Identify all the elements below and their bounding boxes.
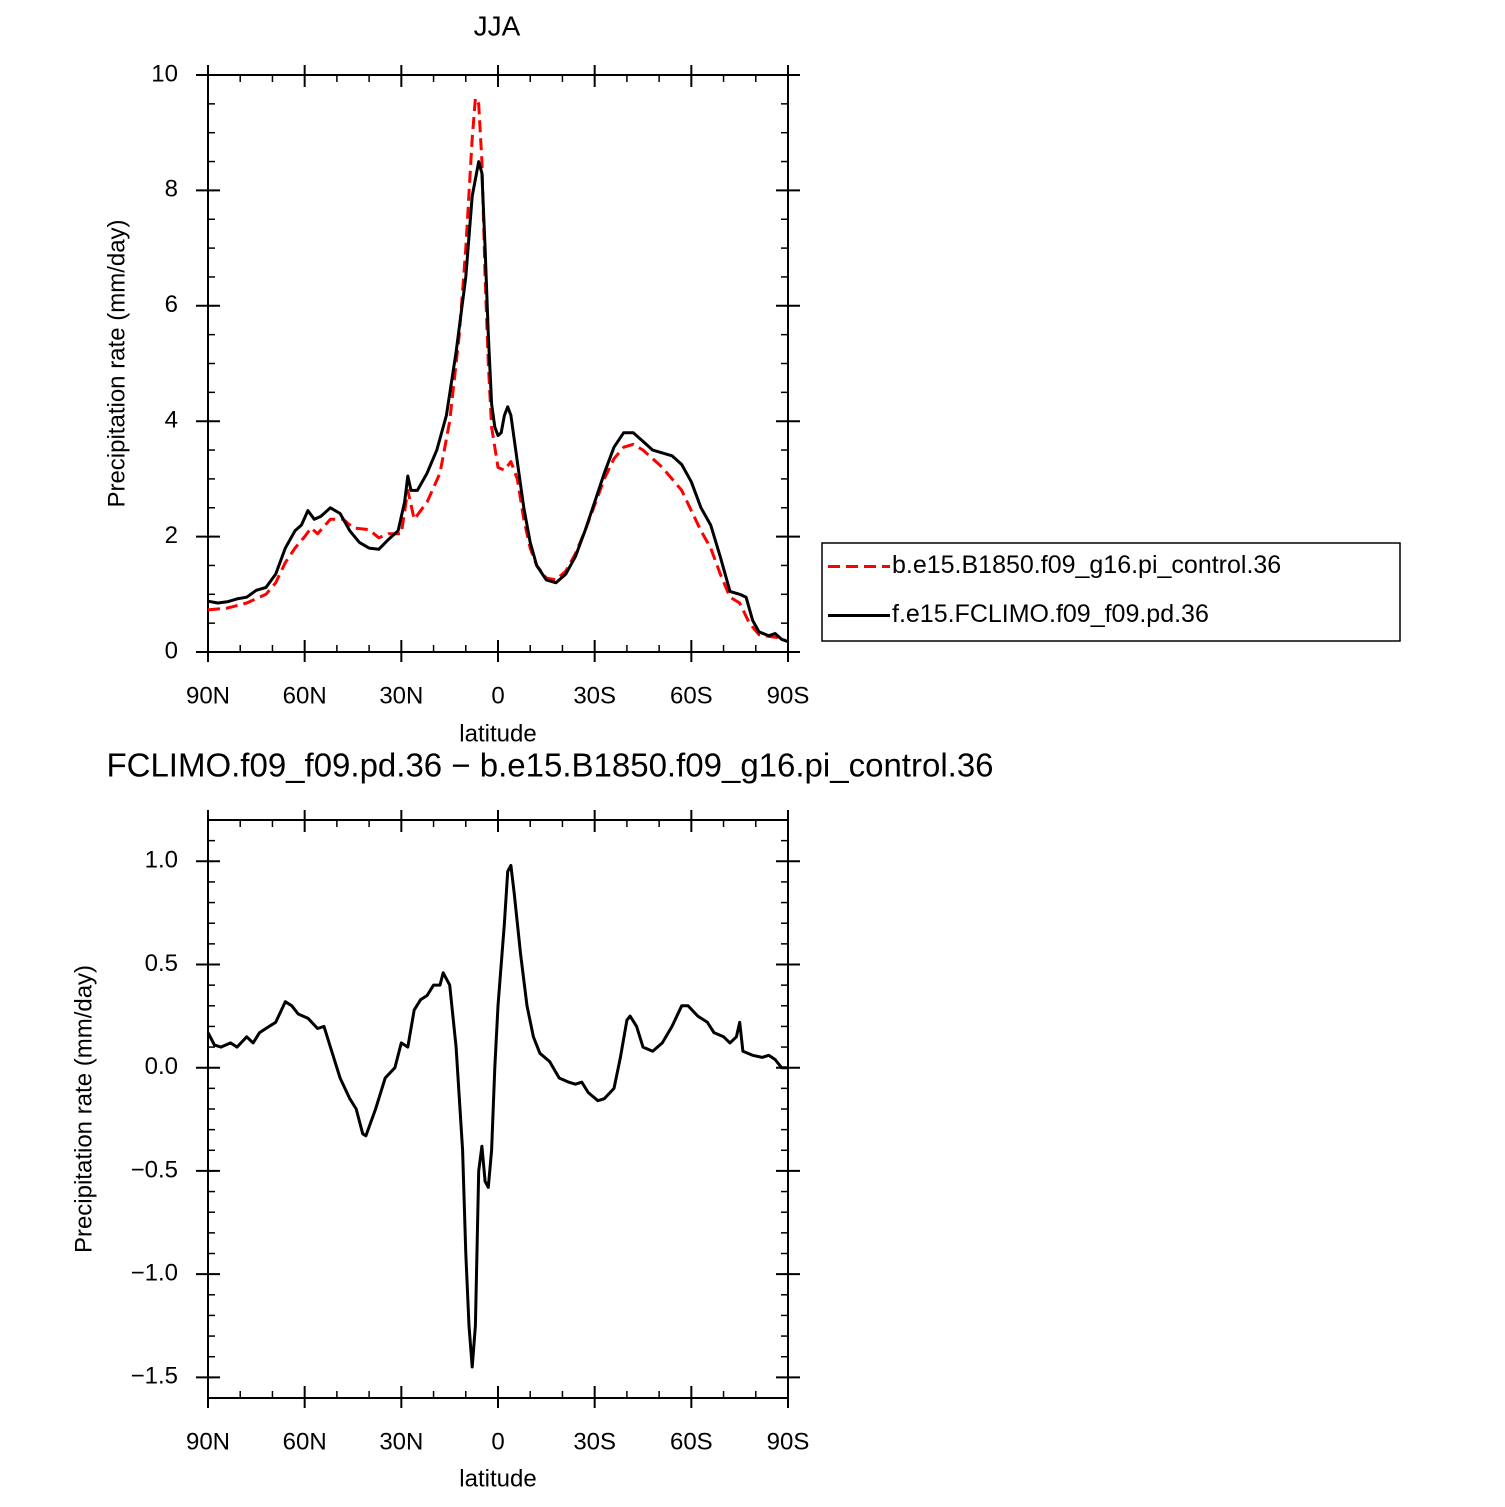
plot-frame [207,74,789,653]
data-line [207,160,789,644]
legend-label: f.e15.FCLIMO.f09_f09.pd.36 [892,600,1209,628]
legend-label: b.e15.B1850.f09_g16.pi_control.36 [892,551,1281,579]
y-axis-label: Precipitation rate (mm/day) [103,219,130,507]
y-tick-label: −1.0 [131,1259,178,1286]
plot-frame [207,819,789,1399]
y-tick-label: 0 [165,637,178,664]
y-axis-label: Precipitation rate (mm/day) [70,965,97,1253]
y-tick-label: 6 [165,291,178,318]
x-tick-label: 30N [379,682,423,709]
y-tick-label: 0.0 [145,1053,178,1080]
y-tick-label: 10 [151,60,178,87]
y-tick-label: −1.5 [131,1363,178,1390]
x-tick-label: 90S [767,1428,810,1455]
x-tick-label: 30S [573,682,616,709]
y-tick-label: 0.5 [145,950,178,977]
x-axis-label: latitude [459,1465,536,1492]
data-line [207,96,789,643]
y-tick-label: −0.5 [131,1156,178,1183]
chart-title: JJA [474,10,521,41]
x-tick-label: 60N [283,1428,327,1455]
y-tick-label: 1.0 [145,847,178,874]
x-tick-label: 60S [670,682,713,709]
x-tick-label: 60S [670,1428,713,1455]
data-line [206,863,788,1369]
x-axis-label: latitude [459,720,536,747]
y-tick-label: 4 [165,407,178,434]
y-tick-label: 8 [165,176,178,203]
legend-box [821,542,1401,642]
x-tick-label: 30N [379,1428,423,1455]
x-tick-label: 90S [767,682,810,709]
x-tick-label: 90N [186,682,230,709]
x-tick-label: 90N [186,1428,230,1455]
x-tick-label: 0 [491,1428,504,1455]
x-tick-label: 60N [283,682,327,709]
y-tick-label: 2 [165,522,178,549]
x-tick-label: 30S [573,1428,616,1455]
x-tick-label: 0 [491,682,504,709]
chart-title: FCLIMO.f09_f09.pd.36 − b.e15.B1850.f09_g… [106,747,993,784]
